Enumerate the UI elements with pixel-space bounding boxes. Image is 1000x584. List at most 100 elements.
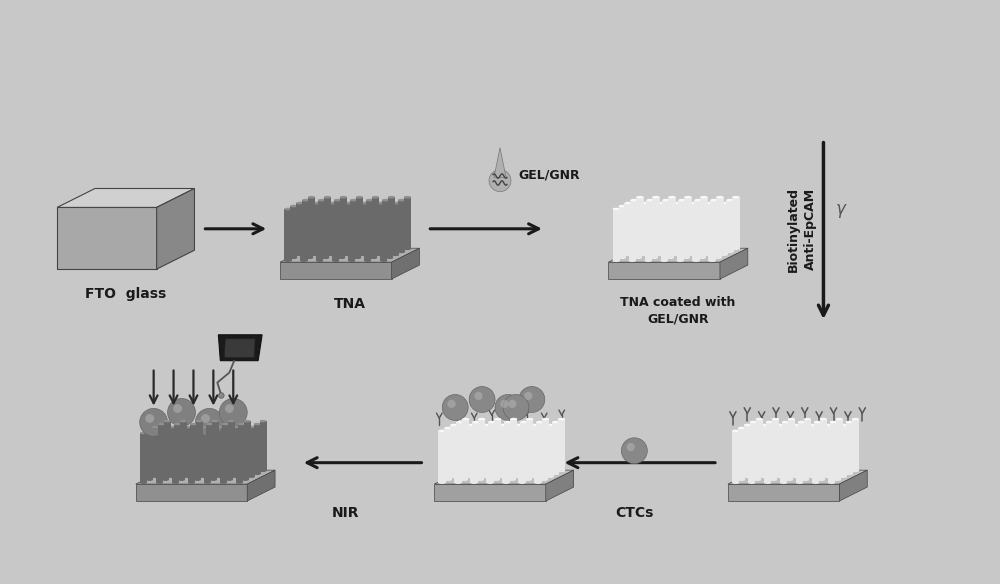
Ellipse shape — [804, 470, 811, 472]
Ellipse shape — [470, 430, 478, 432]
Ellipse shape — [462, 470, 469, 472]
Ellipse shape — [472, 420, 480, 423]
Polygon shape — [530, 425, 538, 477]
Ellipse shape — [220, 481, 227, 484]
Ellipse shape — [190, 423, 197, 425]
Ellipse shape — [222, 423, 229, 425]
Polygon shape — [356, 197, 363, 249]
Polygon shape — [334, 200, 341, 252]
Polygon shape — [222, 424, 229, 474]
Ellipse shape — [782, 472, 789, 475]
Polygon shape — [284, 209, 292, 260]
Ellipse shape — [222, 472, 229, 475]
Ellipse shape — [645, 259, 652, 262]
Ellipse shape — [392, 202, 399, 204]
Ellipse shape — [248, 475, 255, 478]
Ellipse shape — [652, 248, 660, 250]
Ellipse shape — [366, 199, 373, 201]
Polygon shape — [804, 419, 811, 471]
Ellipse shape — [630, 251, 638, 253]
Polygon shape — [158, 424, 165, 474]
Polygon shape — [524, 428, 532, 479]
Polygon shape — [232, 427, 239, 477]
Ellipse shape — [332, 208, 339, 210]
Ellipse shape — [328, 253, 335, 256]
Polygon shape — [296, 203, 303, 255]
Ellipse shape — [514, 424, 522, 426]
Ellipse shape — [504, 472, 511, 475]
Circle shape — [474, 392, 483, 400]
Polygon shape — [162, 430, 169, 479]
Ellipse shape — [672, 202, 680, 204]
Ellipse shape — [212, 420, 219, 422]
Polygon shape — [682, 206, 690, 258]
Ellipse shape — [164, 470, 171, 472]
Circle shape — [447, 399, 456, 408]
Ellipse shape — [716, 196, 724, 199]
Ellipse shape — [206, 423, 213, 425]
Ellipse shape — [456, 472, 464, 475]
Ellipse shape — [356, 196, 363, 199]
Ellipse shape — [460, 427, 468, 429]
Ellipse shape — [756, 418, 763, 420]
Ellipse shape — [635, 256, 642, 259]
Ellipse shape — [619, 205, 626, 207]
Circle shape — [219, 398, 247, 426]
Ellipse shape — [486, 430, 494, 432]
Ellipse shape — [244, 420, 251, 422]
Ellipse shape — [688, 253, 696, 256]
Ellipse shape — [370, 205, 377, 207]
Polygon shape — [558, 419, 565, 471]
Ellipse shape — [152, 426, 159, 428]
Circle shape — [442, 395, 468, 420]
Ellipse shape — [558, 418, 565, 420]
Ellipse shape — [372, 196, 379, 199]
Polygon shape — [846, 422, 853, 474]
Ellipse shape — [552, 472, 559, 475]
Ellipse shape — [444, 478, 452, 481]
Polygon shape — [494, 148, 506, 178]
Circle shape — [621, 438, 647, 464]
Polygon shape — [714, 206, 722, 258]
Ellipse shape — [661, 259, 668, 262]
Ellipse shape — [466, 475, 474, 478]
Polygon shape — [156, 433, 163, 483]
Polygon shape — [188, 433, 195, 483]
Polygon shape — [645, 209, 652, 260]
Ellipse shape — [216, 475, 223, 478]
Ellipse shape — [750, 420, 757, 423]
Ellipse shape — [316, 208, 323, 210]
Polygon shape — [542, 419, 549, 471]
Ellipse shape — [802, 478, 809, 481]
Ellipse shape — [629, 208, 636, 210]
Text: GEL/GNR: GEL/GNR — [518, 168, 580, 181]
Ellipse shape — [798, 472, 805, 475]
Polygon shape — [798, 422, 805, 474]
Polygon shape — [510, 419, 517, 471]
Polygon shape — [782, 422, 789, 474]
Ellipse shape — [324, 248, 331, 250]
Polygon shape — [488, 422, 496, 474]
Polygon shape — [796, 431, 803, 483]
Polygon shape — [814, 422, 821, 474]
Ellipse shape — [344, 202, 351, 204]
Ellipse shape — [530, 424, 538, 426]
Polygon shape — [788, 419, 795, 471]
Text: γ: γ — [835, 200, 845, 218]
Polygon shape — [196, 421, 203, 471]
Ellipse shape — [846, 420, 853, 423]
Polygon shape — [236, 433, 243, 483]
Polygon shape — [772, 419, 779, 471]
Polygon shape — [354, 206, 361, 258]
Text: Biotinylated
Anti-EpCAM: Biotinylated Anti-EpCAM — [787, 187, 817, 272]
Polygon shape — [812, 431, 819, 483]
Circle shape — [173, 404, 182, 413]
Ellipse shape — [482, 475, 490, 478]
Polygon shape — [476, 428, 484, 479]
Ellipse shape — [684, 248, 692, 250]
Polygon shape — [728, 484, 839, 501]
Polygon shape — [312, 203, 319, 255]
Polygon shape — [635, 206, 642, 258]
Ellipse shape — [296, 253, 303, 256]
Ellipse shape — [260, 470, 267, 472]
